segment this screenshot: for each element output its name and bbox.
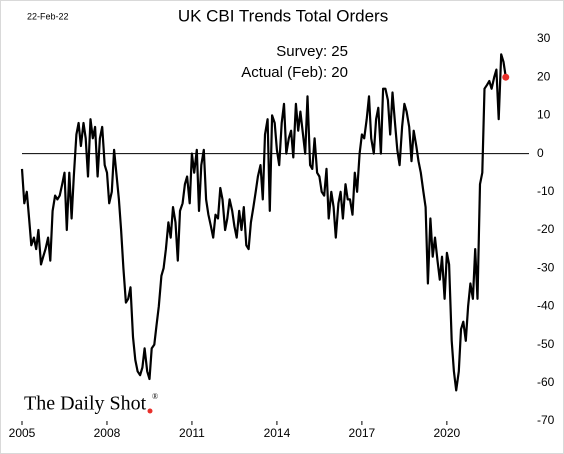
x-tick-label: 2005 [9,426,36,440]
y-tick-label: -50 [537,337,555,351]
x-tick-label: 2011 [179,426,205,440]
y-tick-label: 0 [537,146,544,160]
y-tick-label: 30 [537,31,551,45]
y-tick-label: 10 [537,108,551,122]
y-tick-label: -30 [537,260,555,274]
data-line [20,53,507,392]
x-tick-label: 2020 [434,426,461,440]
y-tick-label: -60 [537,375,555,389]
x-tick-label: 2008 [94,426,121,440]
y-tick-label: 20 [537,69,551,83]
source-mark: ® [152,392,158,401]
y-tick-label: -20 [537,222,555,236]
last-point [502,73,510,81]
source-logo: The Daily Shot [24,393,147,415]
y-tick-label: -10 [537,184,555,198]
annotation: Survey: 25 [276,43,348,60]
y-tick-label: -70 [537,413,555,427]
x-tick-label: 2014 [264,426,291,440]
logo-dot [147,408,153,414]
y-tick-label: -40 [537,299,555,313]
date-label: 22-Feb-22 [27,11,69,21]
x-tick-label: 2017 [349,426,376,440]
chart-title: UK CBI Trends Total Orders [178,6,388,25]
annotation: Actual (Feb): 20 [241,64,348,81]
